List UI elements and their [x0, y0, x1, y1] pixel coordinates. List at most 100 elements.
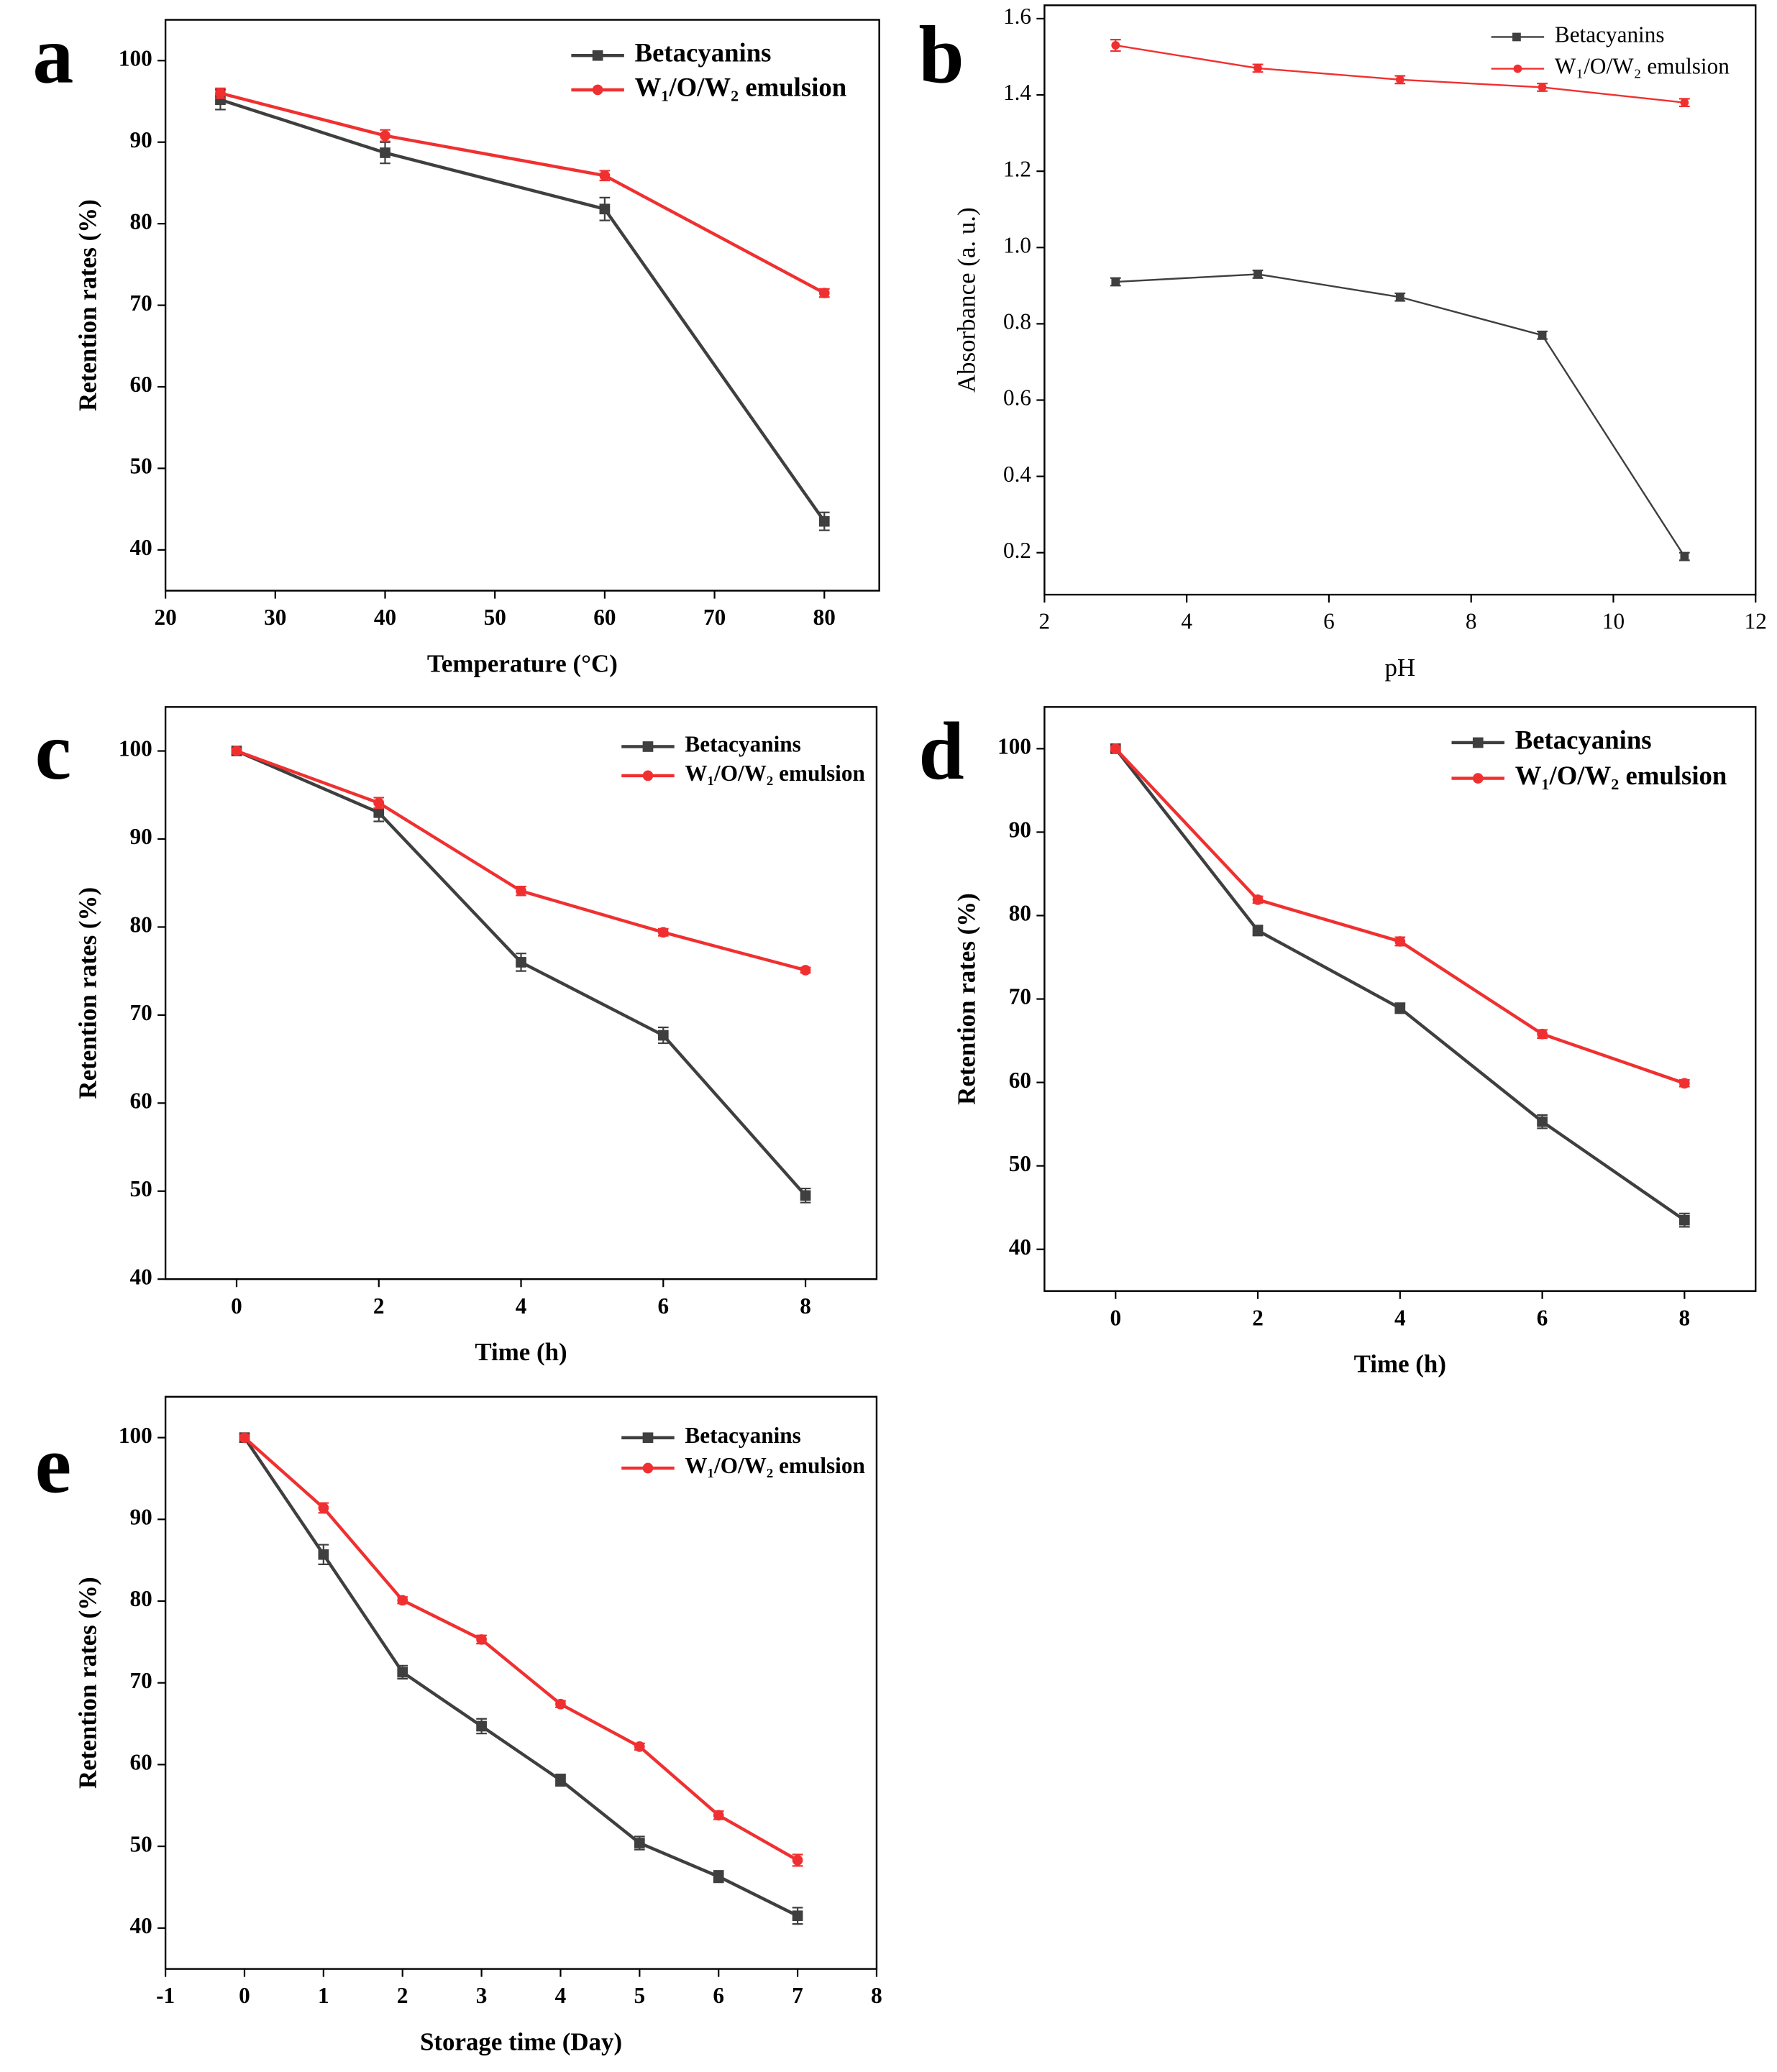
legend-label: Betacyanins [635, 38, 772, 68]
marker [516, 957, 526, 968]
marker [555, 1774, 566, 1786]
marker [792, 1910, 803, 1922]
y-tick-label: 50 [1009, 1151, 1031, 1176]
legend-marker [642, 741, 654, 752]
marker [215, 88, 226, 99]
marker [1395, 293, 1404, 302]
x-axis-label: Storage time (Day) [420, 2027, 622, 2055]
marker [818, 515, 830, 527]
marker [373, 807, 385, 818]
marker [516, 885, 526, 897]
marker [713, 1871, 724, 1882]
y-tick-label: 0.8 [1003, 309, 1031, 334]
marker [476, 1720, 487, 1732]
marker [1253, 270, 1262, 279]
series-line [1114, 748, 1686, 1221]
marker [1111, 278, 1120, 286]
x-tick-label: 6 [657, 1293, 669, 1319]
series-line [219, 98, 826, 523]
x-tick-label: 1 [318, 1983, 329, 2008]
x-tick-label: 8 [1466, 609, 1477, 634]
series-line [243, 1436, 799, 1862]
y-tick-label: 70 [1009, 984, 1031, 1009]
legend-marker [1472, 773, 1484, 784]
y-tick-label: 0.6 [1003, 385, 1031, 411]
y-tick-label: 40 [1009, 1234, 1031, 1260]
y-tick-label: 1.4 [1003, 80, 1031, 105]
y-tick-label: 90 [129, 127, 152, 152]
y-axis-label: Retention rates (%) [73, 199, 101, 411]
panel-label: b [918, 9, 964, 100]
marker [1678, 1214, 1690, 1226]
y-tick-label: 40 [129, 1264, 152, 1289]
y-tick-label: 80 [129, 1586, 152, 1611]
x-tick-label: 3 [476, 1983, 488, 2008]
panel-label: e [35, 1419, 72, 1511]
y-tick-label: 80 [129, 912, 152, 938]
marker [1252, 925, 1264, 936]
marker [599, 170, 611, 181]
marker [380, 147, 390, 158]
series-line [243, 1436, 799, 1917]
legend-label: W₁/O/W₂ emulsion [685, 1453, 864, 1478]
legend-marker [1512, 32, 1521, 42]
x-tick-label: 6 [1537, 1305, 1548, 1330]
marker [800, 965, 811, 976]
marker [1395, 75, 1404, 84]
x-tick-label: 4 [516, 1293, 527, 1319]
plot-frame [1043, 4, 1757, 596]
legend-label: Betacyanins [1555, 22, 1665, 47]
x-tick-label: 4 [555, 1983, 567, 2008]
x-tick-label: -1 [156, 1983, 175, 2008]
x-tick-label: 70 [703, 605, 726, 630]
marker [800, 1190, 811, 1201]
marker [318, 1549, 329, 1560]
marker [1253, 64, 1262, 73]
marker [1680, 552, 1689, 561]
y-tick-label: 70 [129, 1668, 152, 1693]
marker [397, 1595, 408, 1606]
y-tick-label: 1.2 [1003, 156, 1031, 181]
marker [239, 1432, 250, 1443]
y-tick-label: 50 [129, 1176, 152, 1201]
x-tick-label: 6 [713, 1983, 724, 2008]
marker [373, 797, 385, 809]
plot-frame [164, 1395, 878, 1970]
legend-marker [1513, 64, 1522, 73]
x-axis-label: Time (h) [475, 1338, 567, 1366]
marker [1111, 41, 1120, 50]
y-axis-label: Retention rates (%) [73, 887, 101, 1099]
x-tick-label: 30 [264, 605, 286, 630]
x-tick-label: 4 [1394, 1305, 1406, 1330]
x-axis-label: pH [1384, 654, 1415, 682]
marker [397, 1667, 408, 1678]
marker [634, 1838, 645, 1848]
legend-label: Betacyanins [685, 1423, 800, 1448]
y-tick-label: 70 [129, 290, 152, 316]
marker [1537, 1116, 1548, 1127]
x-tick-label: 10 [1602, 609, 1625, 634]
y-tick-label: 100 [119, 736, 152, 761]
y-tick-label: 60 [129, 372, 152, 397]
legend-marker [642, 770, 654, 781]
x-tick-label: 50 [484, 605, 506, 630]
x-tick-label: 60 [593, 605, 616, 630]
x-tick-label: 5 [634, 1983, 646, 2008]
marker [231, 746, 242, 756]
y-tick-label: 50 [129, 454, 152, 479]
y-tick-label: 100 [119, 1423, 152, 1448]
x-tick-label: 80 [813, 605, 836, 630]
x-tick-label: 8 [871, 1983, 882, 2008]
legend-label: W₁/O/W₂ emulsion [1515, 761, 1727, 790]
y-tick-label: 50 [129, 1831, 152, 1856]
legend-label: W₁/O/W₂ emulsion [685, 761, 864, 786]
marker [1680, 98, 1689, 107]
marker [818, 288, 830, 298]
x-tick-label: 0 [231, 1293, 242, 1319]
x-tick-label: 7 [792, 1983, 803, 2008]
legend-marker [1472, 737, 1484, 748]
marker [1678, 1078, 1690, 1089]
x-tick-label: 8 [800, 1293, 811, 1319]
panel-label: a [32, 9, 73, 100]
